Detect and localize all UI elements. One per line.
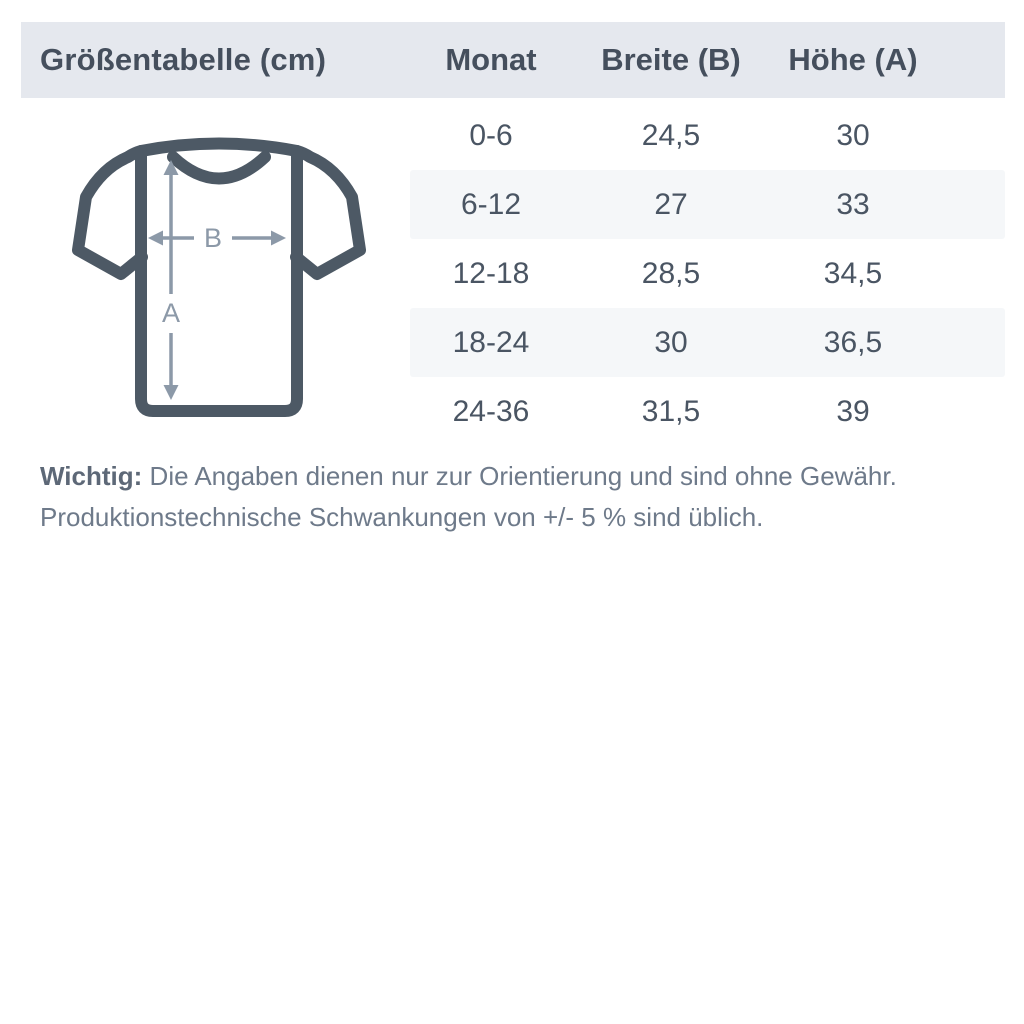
table-header-band: Größentabelle (cm) Monat Breite (B) Höhe… xyxy=(21,22,1005,98)
tshirt-icon xyxy=(72,137,366,417)
table-row: 18-24 30 36,5 xyxy=(410,308,1005,377)
column-header-hoehe: Höhe (A) xyxy=(788,42,918,77)
table-row: 6-12 27 33 xyxy=(410,170,1005,239)
cell-monat: 12-18 xyxy=(452,256,530,290)
width-arrowhead-right xyxy=(271,230,286,246)
cell-hoehe: 33 xyxy=(836,187,870,221)
cell-hoehe: 36,5 xyxy=(823,325,883,359)
size-table: 0-6 24,5 30 6-12 27 33 12-18 28,5 34,5 1… xyxy=(410,101,1005,446)
table-row: 0-6 24,5 30 xyxy=(410,101,1005,170)
cell-hoehe: 30 xyxy=(836,118,870,152)
height-arrow-label: A xyxy=(162,298,180,328)
cell-breite: 30 xyxy=(654,325,688,359)
disclaimer-line1: Die Angaben dienen nur zur Orientierung … xyxy=(142,461,897,491)
height-arrowhead-up xyxy=(163,160,179,175)
column-header-monat: Monat xyxy=(445,42,537,77)
cell-breite: 27 xyxy=(654,187,688,221)
cell-monat: 24-36 xyxy=(452,394,530,428)
cell-breite: 28,5 xyxy=(641,256,701,290)
cell-monat: 6-12 xyxy=(460,187,522,221)
measurement-arrows: B A xyxy=(148,160,286,400)
cell-hoehe: 34,5 xyxy=(823,256,883,290)
cell-breite: 24,5 xyxy=(641,118,701,152)
cell-monat: 0-6 xyxy=(469,118,513,152)
cell-monat: 18-24 xyxy=(452,325,530,359)
cell-breite: 31,5 xyxy=(641,394,701,428)
table-row: 12-18 28,5 34,5 xyxy=(410,239,1005,308)
width-arrowhead-left xyxy=(148,230,163,246)
cell-hoehe: 39 xyxy=(836,394,870,428)
height-arrowhead-down xyxy=(163,385,179,400)
page-title: Größentabelle (cm) xyxy=(40,42,327,77)
table-row: 24-36 31,5 39 xyxy=(410,377,1005,446)
disclaimer-label: Wichtig: xyxy=(40,461,143,491)
disclaimer-note: Wichtig: Die Angaben dienen nur zur Orie… xyxy=(40,456,980,538)
tshirt-measurement-diagram: B A xyxy=(72,137,366,417)
width-arrow-label: B xyxy=(204,223,222,253)
column-header-breite: Breite (B) xyxy=(601,42,741,77)
disclaimer-line2: Produktionstechnische Schwankungen von +… xyxy=(40,502,764,532)
